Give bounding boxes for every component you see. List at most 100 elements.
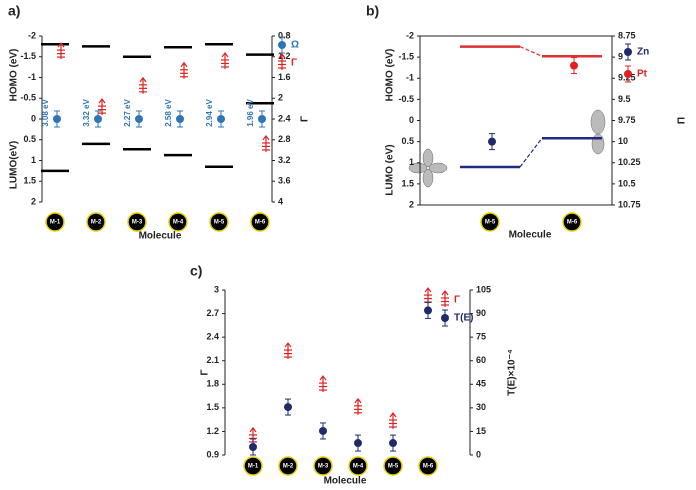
gamma-marker [424, 287, 432, 305]
y-tick-label: 0.5 [401, 136, 414, 146]
marker-dot [135, 115, 143, 123]
gamma-marker [98, 98, 106, 116]
panel-label: b) [366, 3, 379, 19]
marker-dot [278, 41, 286, 49]
y-label-top: HOMO (eV) [385, 49, 396, 102]
gap-label: 1.96 eV [246, 99, 255, 127]
point [217, 110, 225, 128]
marker-arrow [249, 426, 257, 433]
y2-tick-label: 2.4 [278, 113, 291, 123]
y-tick-label: 0 [31, 113, 36, 123]
marker-arrow [57, 42, 65, 48]
y2-tick-label: 9.5 [618, 94, 631, 104]
gamma-marker [389, 412, 397, 429]
gamma-marker [354, 397, 362, 415]
y2-tick-label: 9 [618, 52, 623, 62]
y-tick-label: 1.5 [206, 402, 219, 412]
gamma-marker [221, 51, 229, 69]
y2-tick-label: 105 [476, 284, 491, 294]
legend-marker [441, 290, 449, 307]
y-tick-label: -1 [406, 73, 414, 83]
y-tick-label: -0.5 [20, 93, 36, 103]
y-tick-label: -1.5 [20, 51, 36, 61]
legend-marker [624, 65, 632, 83]
marker-arrow [139, 76, 147, 83]
gap-label: 2.58 eV [164, 99, 173, 127]
category-badge [348, 456, 368, 476]
point [176, 110, 184, 128]
x-tick-label: M-5 [214, 220, 225, 226]
y-tick-label: -1.5 [398, 52, 414, 62]
x-tick-label: M-3 [132, 220, 143, 226]
category-badge [480, 212, 500, 232]
gamma-marker [139, 76, 147, 94]
point [570, 57, 578, 75]
y2-tick-label: 10 [618, 136, 628, 146]
marker-dot [624, 48, 632, 56]
y2-label: T(E)×10⁻⁴ [507, 349, 518, 396]
category-badge [278, 456, 298, 476]
legend-label: Pt [637, 69, 648, 80]
legend-marker [278, 36, 286, 54]
y2-tick-label: 15 [476, 426, 486, 436]
point [135, 110, 143, 128]
y-tick-label: 2.1 [206, 355, 219, 365]
y-tick-label: 3 [214, 284, 219, 294]
marker-arrow [424, 287, 432, 293]
marker-dot [354, 439, 362, 448]
y2-tick-label: 3.2 [278, 155, 291, 165]
marker-dot [624, 70, 632, 78]
x-label: Molecule [509, 230, 552, 241]
x-tick-label: M-3 [318, 464, 329, 470]
y-tick-label: 2.4 [206, 332, 219, 342]
y2-tick-label: 0 [476, 449, 481, 459]
point [319, 422, 327, 440]
legend-marker [441, 309, 449, 327]
marker-dot [441, 314, 449, 322]
category-badge [86, 212, 106, 232]
marker-arrow [389, 412, 397, 418]
level-connector [519, 137, 543, 168]
category-badge [168, 212, 188, 232]
legend-marker [624, 43, 632, 61]
point [53, 110, 61, 128]
y-tick-label: 0 [409, 115, 414, 125]
category-badge [45, 212, 65, 232]
legend-label: T(E) [454, 313, 473, 324]
marker-dot [570, 61, 578, 70]
marker-dot [94, 115, 102, 123]
point [424, 301, 432, 319]
marker-dot [389, 439, 397, 448]
y-tick-label: 1.5 [401, 178, 414, 188]
gap-label: 3.32 eV [82, 99, 91, 127]
y2-label: Π [677, 117, 688, 124]
x-tick-label: M-6 [255, 220, 266, 226]
y2-tick-label: 8.75 [618, 30, 636, 40]
marker-arrow [180, 61, 188, 68]
level-connector [519, 46, 543, 57]
x-tick-label: M-6 [423, 464, 434, 470]
point [354, 434, 362, 452]
x-tick-label: M-1 [50, 220, 61, 226]
gap-label: 3.08 eV [41, 99, 50, 127]
gamma-marker [262, 134, 270, 152]
marker-arrow [284, 342, 292, 348]
panel-label: a) [8, 3, 20, 19]
y2-tick-label: 90 [476, 308, 486, 318]
x-tick-label: M-5 [388, 464, 399, 470]
y-label-bottom: LUMO (eV) [385, 144, 396, 195]
marker-dot [217, 115, 225, 123]
gamma-marker [319, 375, 327, 393]
marker-arrow [441, 290, 449, 296]
gamma-marker [180, 61, 188, 79]
y-tick-label: 2.7 [206, 308, 219, 318]
marker-arrow [278, 53, 286, 59]
y-tick-label: 1 [409, 157, 414, 167]
category-badge [209, 212, 229, 232]
category-badge [250, 212, 270, 232]
category-badge [313, 456, 333, 476]
marker-dot [424, 306, 432, 315]
y2-tick-label: 10.75 [618, 199, 641, 209]
y2-tick-label: 30 [476, 402, 486, 412]
